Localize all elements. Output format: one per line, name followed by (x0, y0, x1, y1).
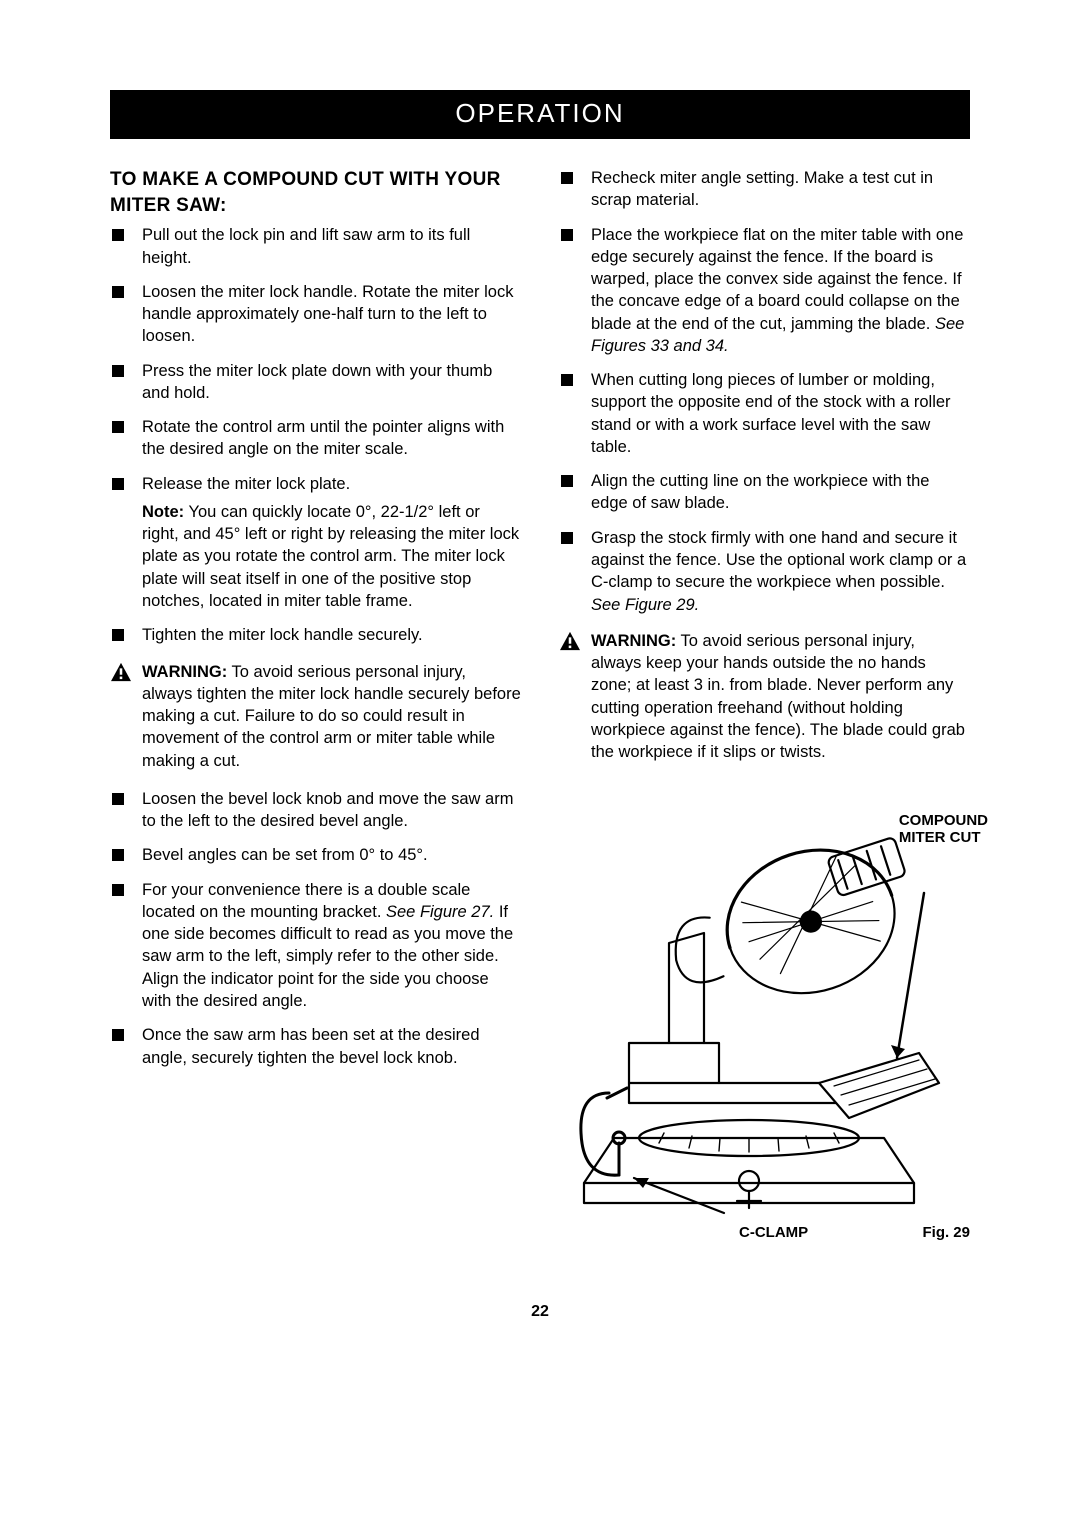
two-column-layout: TO MAKE A COMPOUND CUT WITH YOUR MITER S… (110, 167, 970, 1243)
list-item: When cutting long pieces of lumber or mo… (559, 369, 970, 458)
bullet-list-1: Pull out the lock pin and lift saw arm t… (110, 224, 521, 495)
list-item: Once the saw arm has been set at the des… (110, 1024, 521, 1069)
list-item: Pull out the lock pin and lift saw arm t… (110, 224, 521, 269)
warning-label: WARNING: (142, 663, 227, 681)
list-item: Loosen the miter lock handle. Rotate the… (110, 281, 521, 348)
list-item-text: Grasp the stock firmly with one hand and… (591, 529, 966, 614)
left-column: TO MAKE A COMPOUND CUT WITH YOUR MITER S… (110, 167, 521, 1243)
list-item: Release the miter lock plate. (110, 473, 521, 495)
figure-callout-cclamp: C-CLAMP (739, 1223, 808, 1243)
warning-label: WARNING: (591, 632, 676, 650)
list-item-text: For your convenience there is a double s… (142, 881, 513, 1010)
warning-block: WARNING: To avoid serious personal injur… (559, 630, 970, 764)
note-text: You can quickly locate 0°, 22-1/2° left … (142, 503, 519, 610)
section-header: OPERATION (110, 90, 970, 139)
list-item: Bevel angles can be set from 0° to 45°. (110, 844, 521, 866)
figure-29: COMPOUND MITER CUT C-CLAMP Fig. 29 (559, 783, 970, 1243)
label-mitercut: MITER CUT (899, 829, 981, 846)
bullet-list-2: Tighten the miter lock handle securely. (110, 624, 521, 646)
bullet-list-right: Recheck miter angle setting. Make a test… (559, 167, 970, 616)
list-item-text: Place the workpiece flat on the miter ta… (591, 226, 964, 355)
label-compound: COMPOUND (899, 812, 988, 829)
bullet-list-3: Loosen the bevel lock knob and move the … (110, 788, 521, 1069)
list-item: Tighten the miter lock handle securely. (110, 624, 521, 646)
list-item: For your convenience there is a double s… (110, 879, 521, 1013)
list-item: Recheck miter angle setting. Make a test… (559, 167, 970, 212)
list-item: Grasp the stock firmly with one hand and… (559, 527, 970, 616)
figure-number: Fig. 29 (922, 1223, 970, 1243)
page-number: 22 (110, 1303, 970, 1321)
list-item: Rotate the control arm until the pointer… (110, 416, 521, 461)
miter-saw-illustration (519, 783, 979, 1223)
note-label: Note: (142, 503, 184, 521)
warning-block: WARNING: To avoid serious personal injur… (110, 661, 521, 772)
figure-callout-compound-miter-cut: COMPOUND MITER CUT (899, 813, 988, 846)
section-title: TO MAKE A COMPOUND CUT WITH YOUR MITER S… (110, 167, 521, 218)
right-column: Recheck miter angle setting. Make a test… (559, 167, 970, 1243)
warning-triangle-icon (559, 631, 581, 651)
list-item: Align the cutting line on the workpiece … (559, 470, 970, 515)
list-item: Press the miter lock plate down with you… (110, 360, 521, 405)
list-item: Place the workpiece flat on the miter ta… (559, 224, 970, 358)
list-item: Loosen the bevel lock knob and move the … (110, 788, 521, 833)
warning-triangle-icon (110, 662, 132, 682)
manual-page: OPERATION TO MAKE A COMPOUND CUT WITH YO… (0, 0, 1080, 1381)
warning-text: To avoid serious personal injury, always… (591, 632, 965, 761)
note-block: Note: You can quickly locate 0°, 22-1/2°… (110, 501, 521, 612)
